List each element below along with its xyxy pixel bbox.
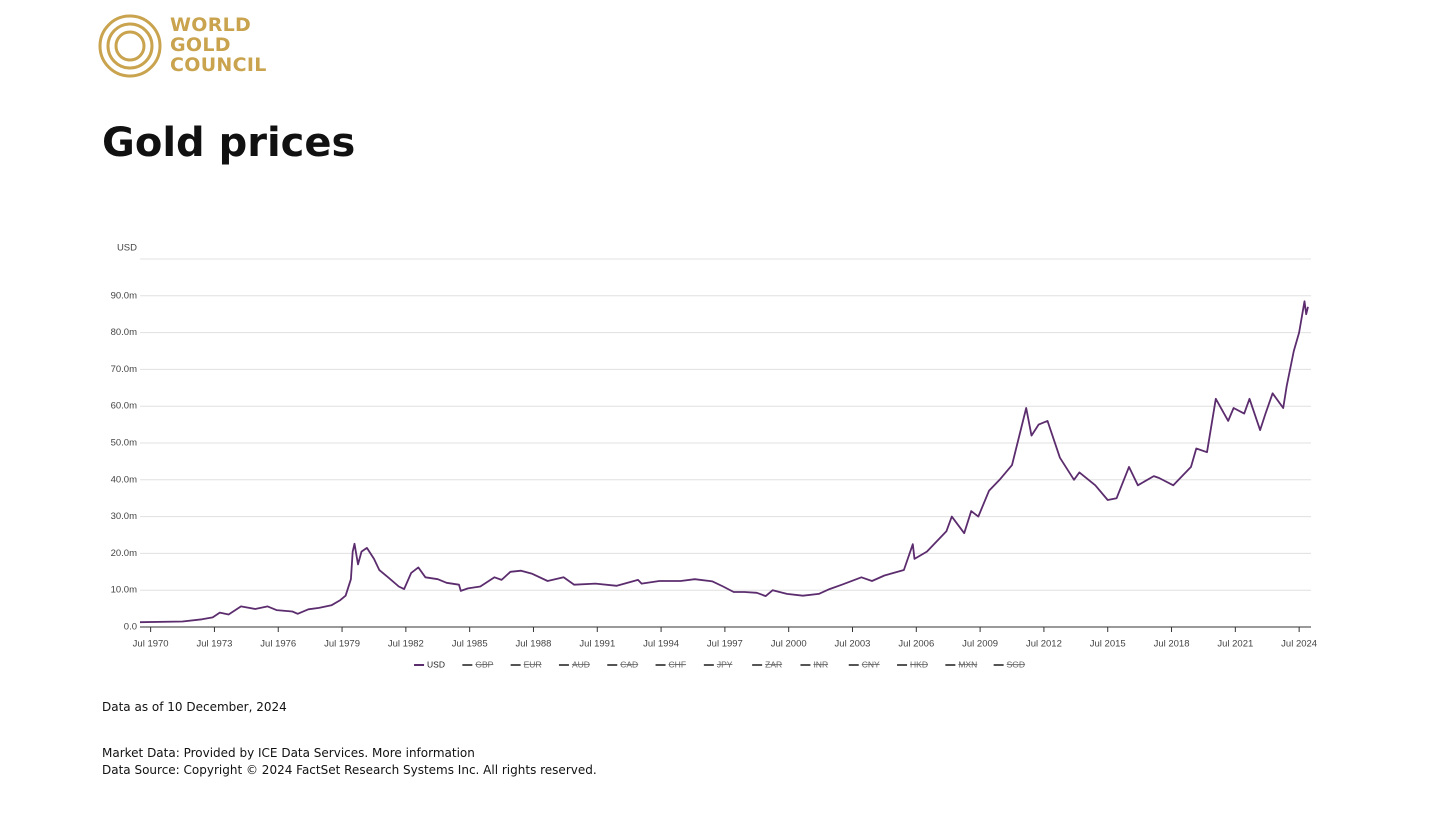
x-tick-label: Jul 2012	[1026, 639, 1062, 650]
price-line	[139, 300, 1309, 624]
legend-label[interactable]: AUD	[572, 659, 590, 669]
x-tick-label: Jul 2018	[1154, 639, 1190, 650]
legend-label[interactable]: CAD	[620, 659, 638, 669]
x-tick-label: Jul 1973	[196, 639, 232, 650]
x-tick-label: Jul 2024	[1281, 639, 1317, 650]
y-tick-label: 50.0m	[111, 438, 137, 449]
x-tick-label: Jul 2000	[771, 639, 807, 650]
legend-label[interactable]: CNY	[862, 659, 880, 669]
x-tick-label: Jul 1994	[643, 639, 679, 650]
x-tick-label: Jul 1991	[579, 639, 615, 650]
y-axis-label: USD	[117, 243, 137, 254]
y-tick-label: 40.0m	[111, 474, 137, 485]
logo-line: GOLD	[170, 34, 231, 56]
x-tick-label: Jul 1979	[324, 639, 360, 650]
x-tick-label: Jul 2006	[898, 639, 934, 650]
data-source: Data Source: Copyright © 2024 FactSet Re…	[102, 763, 597, 777]
y-tick-label: 80.0m	[111, 327, 137, 338]
logo-mark	[98, 14, 162, 78]
market-data: Market Data: Provided by ICE Data Servic…	[102, 746, 369, 760]
legend-label[interactable]: MXN	[958, 659, 977, 669]
y-tick-label: 30.0m	[111, 511, 137, 522]
page-title: Gold prices	[102, 120, 356, 166]
y-tick-label: 10.0m	[111, 585, 137, 596]
x-tick-label: Jul 1985	[452, 639, 488, 650]
legend-label[interactable]: JPY	[717, 659, 733, 669]
legend-label[interactable]: HKD	[910, 659, 928, 669]
x-tick-label: Jul 1970	[133, 639, 169, 650]
x-tick-label: Jul 2021	[1217, 639, 1253, 650]
logo-line: COUNCIL	[170, 54, 267, 76]
x-tick-label: Jul 2015	[1090, 639, 1126, 650]
y-tick-label: 90.0m	[111, 290, 137, 301]
x-tick-label: Jul 1988	[516, 639, 552, 650]
legend-label[interactable]: GBP	[475, 659, 493, 669]
data-date: Data as of 10 December, 2024	[102, 700, 287, 714]
y-tick-label: 0.0	[124, 622, 137, 633]
legend-label[interactable]: EUR	[524, 659, 542, 669]
x-tick-label: Jul 1997	[707, 639, 743, 650]
y-tick-label: 20.0m	[111, 548, 137, 559]
legend-label[interactable]: CHF	[669, 659, 686, 669]
x-tick-label: Jul 1982	[388, 639, 424, 650]
more-information-link[interactable]: More information	[372, 746, 475, 760]
y-tick-label: 60.0m	[111, 401, 137, 412]
x-tick-label: Jul 2003	[835, 639, 871, 650]
logo-text: WORLD GOLD COUNCIL	[170, 15, 267, 75]
x-tick-label: Jul 2009	[962, 639, 998, 650]
legend-label[interactable]: INR	[813, 659, 828, 669]
x-tick-label: Jul 1976	[260, 639, 296, 650]
market-data-note: Market Data: Provided by ICE Data Servic…	[102, 746, 475, 760]
legend-label[interactable]: ZAR	[765, 659, 782, 669]
legend-label[interactable]: USD	[427, 659, 445, 669]
legend-label[interactable]: SGD	[1007, 659, 1025, 669]
y-tick-label: 70.0m	[111, 364, 137, 375]
logo-line: WORLD	[170, 14, 252, 36]
